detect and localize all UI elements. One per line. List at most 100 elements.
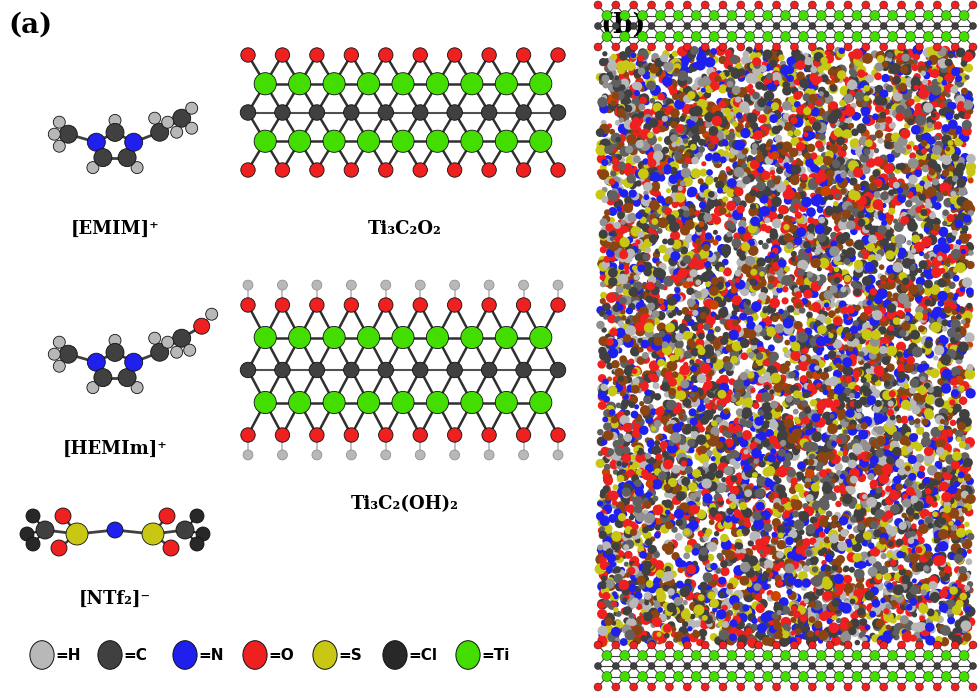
Circle shape bbox=[843, 315, 854, 325]
Circle shape bbox=[872, 618, 883, 629]
Circle shape bbox=[932, 145, 942, 155]
Circle shape bbox=[700, 207, 710, 218]
Circle shape bbox=[864, 222, 872, 230]
Circle shape bbox=[634, 320, 644, 329]
Circle shape bbox=[778, 151, 789, 162]
Circle shape bbox=[804, 392, 810, 398]
Circle shape bbox=[683, 153, 692, 162]
Circle shape bbox=[747, 155, 753, 161]
Circle shape bbox=[684, 662, 691, 669]
Circle shape bbox=[934, 98, 943, 107]
Circle shape bbox=[880, 327, 887, 334]
Circle shape bbox=[801, 622, 808, 630]
Circle shape bbox=[654, 153, 662, 161]
Circle shape bbox=[618, 329, 627, 339]
Circle shape bbox=[804, 300, 811, 308]
Circle shape bbox=[804, 284, 809, 291]
Circle shape bbox=[930, 68, 940, 78]
Circle shape bbox=[905, 570, 911, 577]
Circle shape bbox=[614, 106, 624, 116]
Circle shape bbox=[687, 530, 692, 535]
Circle shape bbox=[804, 152, 811, 159]
Circle shape bbox=[816, 120, 826, 131]
Circle shape bbox=[956, 597, 963, 604]
Circle shape bbox=[665, 346, 672, 354]
Circle shape bbox=[688, 302, 697, 311]
Circle shape bbox=[807, 390, 813, 397]
Circle shape bbox=[893, 186, 900, 193]
Circle shape bbox=[906, 530, 912, 537]
Circle shape bbox=[929, 94, 939, 103]
Circle shape bbox=[693, 477, 702, 486]
Circle shape bbox=[740, 328, 751, 339]
Circle shape bbox=[865, 74, 874, 83]
Circle shape bbox=[684, 437, 694, 446]
Circle shape bbox=[789, 335, 796, 342]
Circle shape bbox=[747, 64, 758, 74]
Circle shape bbox=[814, 463, 823, 471]
Circle shape bbox=[676, 185, 686, 195]
Circle shape bbox=[858, 473, 866, 482]
Circle shape bbox=[963, 604, 972, 613]
Circle shape bbox=[730, 289, 735, 294]
Circle shape bbox=[717, 590, 726, 599]
Circle shape bbox=[87, 162, 99, 174]
Circle shape bbox=[645, 416, 654, 424]
Circle shape bbox=[957, 610, 963, 616]
Circle shape bbox=[791, 425, 802, 436]
Circle shape bbox=[795, 623, 805, 633]
Circle shape bbox=[819, 518, 828, 527]
Circle shape bbox=[733, 104, 744, 115]
Circle shape bbox=[644, 592, 652, 600]
Circle shape bbox=[776, 182, 786, 193]
Circle shape bbox=[799, 490, 808, 498]
Circle shape bbox=[939, 357, 945, 364]
Circle shape bbox=[604, 477, 611, 484]
Circle shape bbox=[752, 517, 758, 523]
Circle shape bbox=[665, 76, 671, 82]
Circle shape bbox=[944, 566, 952, 574]
Circle shape bbox=[666, 326, 675, 334]
Circle shape bbox=[918, 372, 928, 382]
Circle shape bbox=[895, 459, 905, 468]
Circle shape bbox=[934, 163, 941, 170]
Circle shape bbox=[725, 77, 735, 88]
Circle shape bbox=[803, 152, 808, 157]
Circle shape bbox=[638, 111, 644, 118]
Circle shape bbox=[830, 333, 837, 340]
Circle shape bbox=[921, 107, 930, 116]
Circle shape bbox=[635, 570, 643, 579]
Circle shape bbox=[760, 530, 766, 536]
Circle shape bbox=[795, 138, 803, 144]
Circle shape bbox=[891, 600, 897, 607]
Circle shape bbox=[847, 88, 853, 94]
Circle shape bbox=[612, 542, 619, 551]
Circle shape bbox=[937, 440, 945, 448]
Circle shape bbox=[847, 583, 852, 588]
Circle shape bbox=[663, 420, 669, 426]
Circle shape bbox=[824, 416, 834, 425]
Circle shape bbox=[793, 450, 799, 455]
Circle shape bbox=[694, 621, 701, 628]
Circle shape bbox=[745, 121, 755, 131]
Circle shape bbox=[933, 182, 940, 189]
Circle shape bbox=[730, 210, 737, 218]
Circle shape bbox=[960, 426, 968, 433]
Circle shape bbox=[765, 429, 774, 438]
Circle shape bbox=[603, 417, 609, 422]
Circle shape bbox=[915, 207, 922, 213]
Circle shape bbox=[846, 104, 852, 109]
Circle shape bbox=[957, 477, 963, 482]
Circle shape bbox=[888, 163, 895, 170]
Circle shape bbox=[825, 262, 831, 267]
Circle shape bbox=[717, 436, 726, 445]
Circle shape bbox=[619, 52, 627, 60]
Circle shape bbox=[630, 565, 639, 575]
Circle shape bbox=[713, 493, 722, 502]
Circle shape bbox=[675, 333, 684, 341]
Circle shape bbox=[616, 187, 621, 193]
Circle shape bbox=[774, 324, 784, 334]
Circle shape bbox=[822, 311, 828, 317]
Circle shape bbox=[754, 349, 760, 355]
Circle shape bbox=[939, 346, 948, 355]
